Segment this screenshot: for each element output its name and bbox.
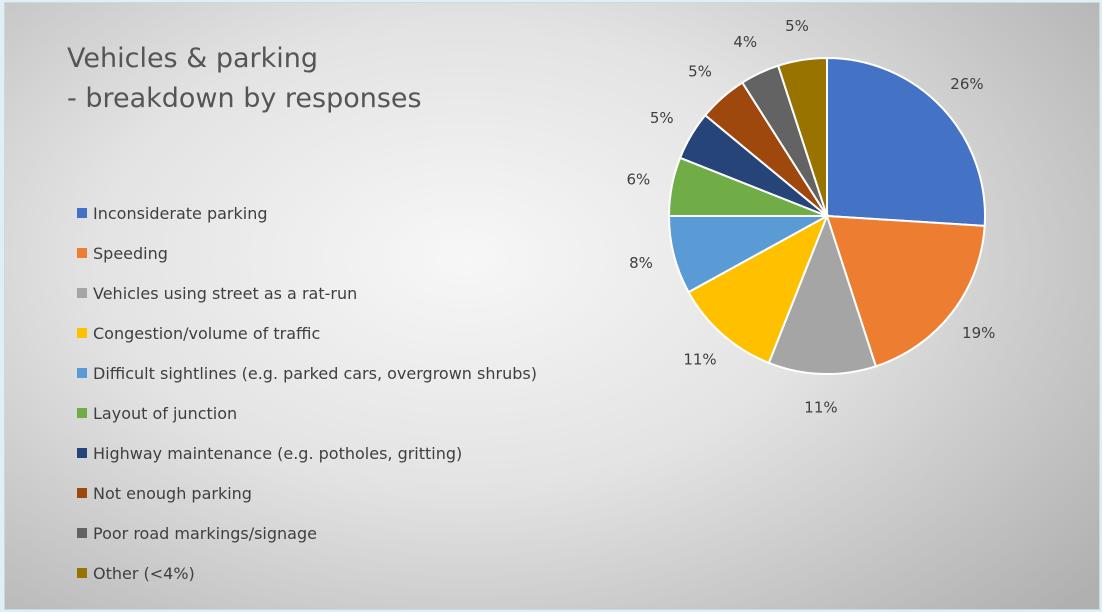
data-label: 5%: [785, 17, 809, 35]
data-label: 5%: [650, 109, 674, 127]
data-label: 11%: [683, 351, 716, 369]
pie-slice: [687, 213, 829, 365]
legend-swatch: [77, 328, 87, 338]
legend-swatch: [77, 568, 87, 578]
data-label: 26%: [950, 75, 983, 93]
pie-slice: [826, 56, 986, 227]
data-label: 4%: [733, 33, 757, 51]
legend-label: Layout of junction: [93, 403, 238, 423]
legend-label: Highway maintenance (e.g. potholes, grit…: [93, 443, 463, 463]
data-label: 11%: [804, 398, 837, 416]
legend-swatch: [77, 488, 87, 498]
legend-item: Speeding: [77, 233, 537, 273]
legend-swatch: [77, 528, 87, 538]
chart-title: Vehicles & parking - breakdown by respon…: [67, 39, 422, 119]
data-label: 5%: [688, 62, 712, 80]
legend-item: Layout of junction: [77, 393, 537, 433]
legend-item: Difficult sightlines (e.g. parked cars, …: [77, 353, 537, 393]
pie-chart: 26% 19% 11% 11% 8% 6% 5% 5% 4% 5%: [627, 17, 996, 417]
legend-item: Highway maintenance (e.g. potholes, grit…: [77, 433, 537, 473]
legend-swatch: [77, 368, 87, 378]
legend-swatch: [77, 288, 87, 298]
data-label: 8%: [629, 254, 653, 272]
legend-label: Other (<4%): [93, 563, 195, 583]
pie-slice: [776, 56, 828, 217]
legend-swatch: [77, 448, 87, 458]
legend-item: Vehicles using street as a rat-run: [77, 273, 537, 313]
data-label: 19%: [962, 324, 995, 342]
legend-swatch: [77, 248, 87, 258]
legend-swatch: [77, 208, 87, 218]
legend-label: Vehicles using street as a rat-run: [93, 283, 358, 303]
pie-slice: [825, 214, 986, 368]
legend-swatch: [77, 408, 87, 418]
slide-background: Vehicles & parking - breakdown by respon…: [4, 2, 1100, 610]
legend-label: Poor road markings/signage: [93, 523, 317, 543]
chart-legend: Inconsiderate parking Speeding Vehicles …: [77, 193, 537, 593]
legend-label: Congestion/volume of traffic: [93, 323, 321, 343]
legend-item: Poor road markings/signage: [77, 513, 537, 553]
pie-slice: [767, 213, 878, 375]
legend-item: Congestion/volume of traffic: [77, 313, 537, 353]
legend-item: Other (<4%): [77, 553, 537, 593]
legend-label: Not enough parking: [93, 483, 252, 503]
legend-label: Difficult sightlines (e.g. parked cars, …: [93, 363, 537, 383]
legend-label: Inconsiderate parking: [93, 203, 268, 223]
data-label: 6%: [627, 171, 651, 189]
legend-label: Speeding: [93, 243, 168, 263]
legend-item: Not enough parking: [77, 473, 537, 513]
chart-title-line-1: Vehicles & parking: [67, 43, 319, 74]
chart-title-line-2: - breakdown by responses: [67, 83, 422, 114]
legend-item: Inconsiderate parking: [77, 193, 537, 233]
